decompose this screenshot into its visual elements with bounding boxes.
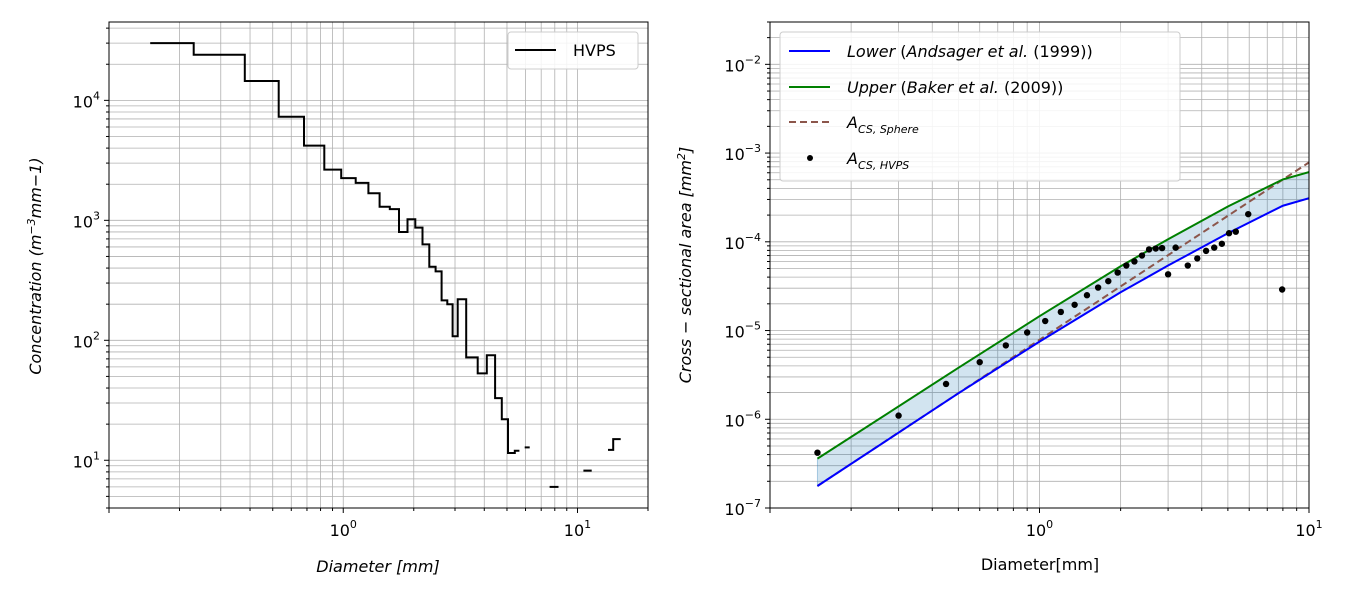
y-tick-label: 101 — [73, 449, 100, 471]
axes-frame — [108, 21, 649, 509]
hvps-data-point — [1131, 258, 1138, 265]
legend-hvps-sub: CS, HVPS — [858, 159, 909, 172]
legend: Lower (Andsager et al. (1999)) Upper (Ba… — [779, 31, 1181, 182]
y-tick-label: 104 — [73, 89, 100, 111]
x-axis-label-text: Diameter [mm] — [316, 557, 439, 576]
x-tick-label: 101 — [564, 518, 591, 540]
axis-ticks: 100 101 10−7 10−6 10−5 10−4 10−3 10−2 — [724, 21, 1323, 540]
legend-label-hvps: HVPS — [573, 41, 616, 60]
series-sphere-line — [816, 161, 1309, 487]
legend-swatch-hvps-points — [807, 155, 813, 161]
legend-lower-name: Lower — [847, 42, 897, 61]
y-axis-label: Cross − sectional area [mm2] — [675, 147, 696, 384]
hvps-data-point — [1184, 262, 1191, 269]
hvps-data-point — [1083, 292, 1091, 299]
hvps-data-point — [1002, 342, 1010, 349]
x-tick-label: 100 — [1026, 518, 1053, 540]
grid — [108, 22, 649, 509]
hvps-data-point — [1123, 262, 1130, 269]
hvps-data-point — [976, 358, 983, 366]
hvps-data-point — [1114, 269, 1121, 276]
hvps-data-point — [1057, 308, 1065, 316]
hvps-data-point — [1071, 301, 1078, 308]
legend-box — [507, 31, 639, 70]
legend-label-sphere: ACS, Sphere — [846, 113, 919, 136]
hvps-data-point — [1023, 329, 1031, 336]
hvps-data-point — [1172, 244, 1179, 251]
hvps-data-point — [814, 449, 821, 456]
y-tick-label: 10−2 — [724, 53, 761, 75]
y-tick-label: 10−6 — [724, 408, 761, 430]
hvps-data-point — [1152, 245, 1159, 252]
series-hvps-step — [150, 42, 520, 454]
y-tick-label: 10−4 — [724, 231, 761, 253]
plot-area — [150, 42, 621, 488]
x-axis-label: Diameter[mm] — [981, 555, 1099, 574]
hvps-data-point — [1158, 244, 1166, 252]
hvps-data-point — [1164, 271, 1172, 278]
y-tick-label: 102 — [73, 329, 100, 351]
hvps-data-point — [1194, 255, 1201, 262]
legend-lower-cite: Andsager et al. — [906, 42, 1029, 61]
legend-label-upper: Upper (Baker et al. (2009)) — [847, 78, 1063, 97]
hvps-data-point — [1232, 228, 1239, 235]
legend-upper-name: Upper — [847, 78, 897, 97]
hvps-data-point — [1245, 210, 1252, 218]
hvps-data-point — [1105, 277, 1112, 285]
y-tick-label: 10−5 — [724, 320, 761, 342]
hvps-data-point — [895, 412, 902, 419]
y-tick-label: 103 — [73, 209, 100, 231]
y-tick-label: 10−3 — [724, 142, 761, 164]
y-tick-label: 10−7 — [724, 497, 761, 519]
cross-section-chart: 100 101 10−7 10−6 10−5 10−4 10−3 10−2 Diameter[… — [675, 21, 1323, 574]
legend-label-lower: Lower (Andsager et al. (1999)) — [847, 42, 1093, 61]
hvps-data-point — [1278, 286, 1286, 293]
legend-sphere-sub: CS, Sphere — [858, 123, 919, 136]
hvps-data-point — [1218, 240, 1226, 247]
hvps-data-point — [1042, 317, 1049, 325]
hvps-data-point — [1225, 230, 1233, 237]
hvps-data-point — [1138, 252, 1146, 259]
hvps-data-point — [1145, 246, 1153, 253]
axis-ticks: 100 101 101 102 103 104 — [73, 27, 649, 540]
series-upper-line — [816, 171, 1309, 460]
hvps-data-point — [942, 380, 950, 388]
legend-hvps-name: A — [846, 149, 858, 168]
legend-lower-year: (1999)) — [1033, 42, 1092, 61]
legend-upper-cite: Baker et al. — [907, 78, 999, 97]
x-tick-label: 101 — [1295, 518, 1322, 540]
concentration-chart: 100 101 101 102 103 104 Diameter [mm] Concent… — [25, 21, 649, 576]
plot-area — [814, 161, 1309, 487]
x-tick-label: 100 — [330, 518, 357, 540]
legend-box — [779, 31, 1181, 182]
legend-sphere-name: A — [846, 113, 858, 132]
y-axis-label: Concentration (m−3mm−1) — [25, 157, 46, 374]
hvps-data-point — [1211, 244, 1218, 251]
legend: HVPS — [507, 31, 639, 70]
series-hvps-step — [608, 438, 621, 451]
x-axis-label: Diameter [mm] — [316, 557, 439, 576]
series-lower-line — [816, 197, 1309, 487]
legend-label-hvps-points: ACS, HVPS — [846, 149, 909, 172]
hvps-data-point — [1094, 284, 1102, 291]
legend-upper-year: (2009)) — [1004, 78, 1063, 97]
hvps-data-point — [1202, 247, 1210, 255]
